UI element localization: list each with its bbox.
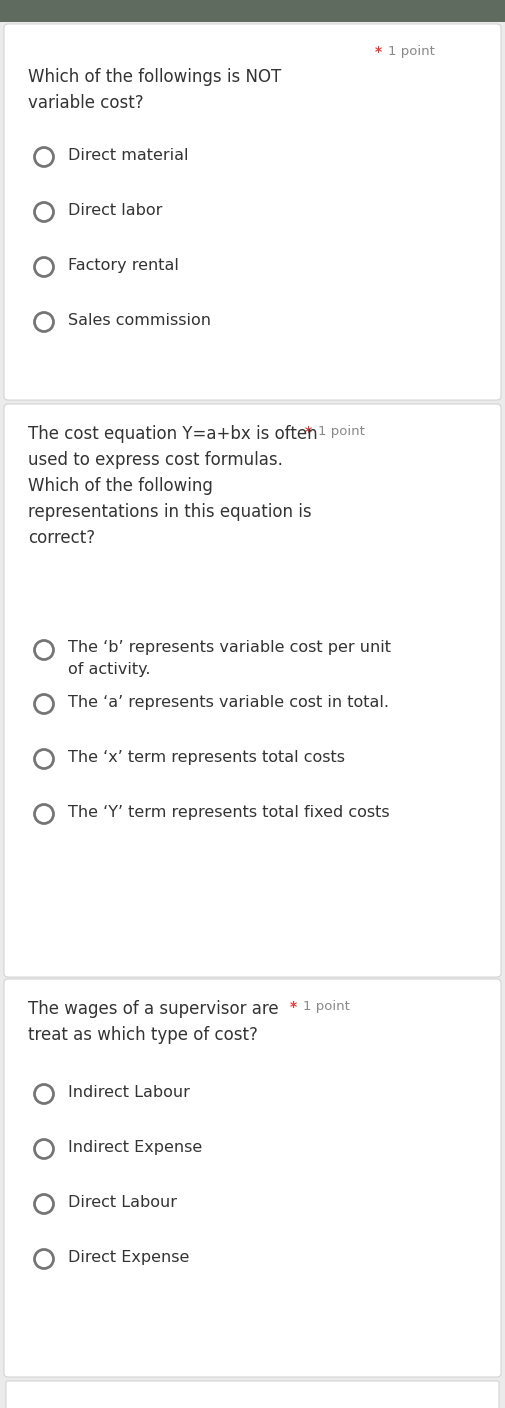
Text: Direct Labour: Direct Labour bbox=[68, 1195, 177, 1209]
Text: The cost equation Y=a+bx is often: The cost equation Y=a+bx is often bbox=[28, 425, 318, 444]
Circle shape bbox=[34, 749, 54, 769]
FancyBboxPatch shape bbox=[4, 404, 501, 977]
Text: Direct material: Direct material bbox=[68, 148, 188, 163]
Text: *: * bbox=[290, 1000, 297, 1014]
Text: Which of the followings is NOT: Which of the followings is NOT bbox=[28, 68, 281, 86]
Circle shape bbox=[34, 313, 54, 331]
Bar bbox=[0, 0, 505, 23]
Text: The ‘a’ represents variable cost in total.: The ‘a’ represents variable cost in tota… bbox=[68, 696, 389, 710]
Circle shape bbox=[34, 1194, 54, 1214]
Circle shape bbox=[34, 1139, 54, 1159]
Text: 1 point: 1 point bbox=[303, 1000, 350, 1012]
Circle shape bbox=[34, 694, 54, 714]
Circle shape bbox=[34, 203, 54, 221]
Text: treat as which type of cost?: treat as which type of cost? bbox=[28, 1026, 258, 1043]
Text: correct?: correct? bbox=[28, 529, 95, 546]
Text: Indirect Expense: Indirect Expense bbox=[68, 1140, 202, 1155]
Text: 1 point: 1 point bbox=[318, 425, 365, 438]
Text: The ‘b’ represents variable cost per unit: The ‘b’ represents variable cost per uni… bbox=[68, 641, 391, 655]
Text: used to express cost formulas.: used to express cost formulas. bbox=[28, 451, 283, 469]
Text: Which of the following: Which of the following bbox=[28, 477, 213, 496]
Circle shape bbox=[34, 1084, 54, 1104]
Circle shape bbox=[34, 641, 54, 659]
Text: *: * bbox=[305, 425, 312, 439]
Text: 1 point: 1 point bbox=[388, 45, 435, 58]
Text: of activity.: of activity. bbox=[68, 662, 150, 677]
Circle shape bbox=[34, 1249, 54, 1269]
Text: *: * bbox=[375, 45, 382, 59]
Text: Direct Expense: Direct Expense bbox=[68, 1250, 189, 1264]
FancyBboxPatch shape bbox=[6, 1381, 499, 1408]
Text: Factory rental: Factory rental bbox=[68, 258, 179, 273]
Circle shape bbox=[34, 148, 54, 166]
Text: Indirect Labour: Indirect Labour bbox=[68, 1086, 190, 1100]
FancyBboxPatch shape bbox=[4, 979, 501, 1377]
Text: Direct labor: Direct labor bbox=[68, 203, 163, 218]
FancyBboxPatch shape bbox=[4, 24, 501, 400]
Text: Sales commission: Sales commission bbox=[68, 313, 211, 328]
Text: The ‘Y’ term represents total fixed costs: The ‘Y’ term represents total fixed cost… bbox=[68, 805, 390, 819]
Circle shape bbox=[34, 258, 54, 276]
Circle shape bbox=[34, 804, 54, 824]
Text: The wages of a supervisor are: The wages of a supervisor are bbox=[28, 1000, 279, 1018]
Text: The ‘x’ term represents total costs: The ‘x’ term represents total costs bbox=[68, 750, 345, 765]
Text: variable cost?: variable cost? bbox=[28, 94, 143, 113]
Text: representations in this equation is: representations in this equation is bbox=[28, 503, 312, 521]
